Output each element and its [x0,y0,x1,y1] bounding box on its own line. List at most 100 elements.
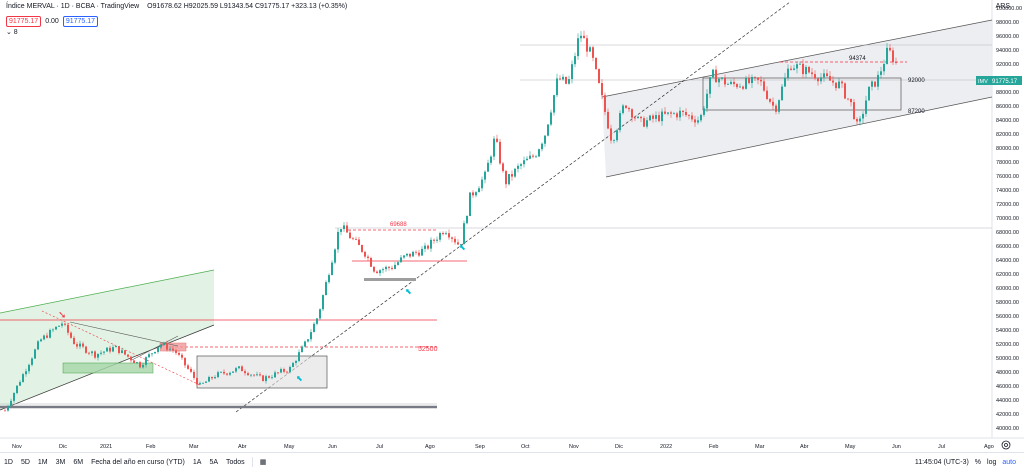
calendar-range-icon[interactable]: ▦ [259,459,267,466]
candle-body [418,252,420,256]
green-zone-box[interactable] [62,362,154,374]
auto-toggle[interactable]: auto [1002,458,1016,466]
range-6m[interactable]: 6M [73,458,84,466]
symbol-title[interactable]: Índice MERVAL · 1D · BCBA · TradingView [6,3,140,10]
time-tick-label: Mar [755,444,765,450]
price-tick-label: 58000.00 [996,300,1019,306]
price-tick-label: 98000.00 [996,20,1019,26]
range-box-2021[interactable] [196,355,328,389]
indicators-toggle[interactable]: ⌄ 8 [6,29,18,36]
channel-lower-line[interactable] [605,96,993,178]
range-5a[interactable]: 5A [209,458,218,466]
candle-body [613,140,615,142]
candle-body [826,73,828,77]
candle-body [895,62,897,63]
range-1d[interactable]: 1D [4,458,13,466]
neckline[interactable] [69,321,179,347]
candle-body [76,344,78,347]
candle-body [643,118,645,127]
log-toggle[interactable]: log [987,458,997,466]
time-tick-label: May [845,444,856,450]
candle-body [466,216,468,224]
neckline-2[interactable] [131,335,179,361]
candle-body [769,98,771,102]
time-tick-label: Mar [189,444,199,450]
candle-body [148,354,150,358]
candle-body [193,371,195,378]
label-69688: 69688 [390,222,407,228]
candle-body [205,381,207,383]
candle-body [694,119,696,123]
range-ytd[interactable]: Fecha del año en curso (YTD) [91,458,185,466]
price-axis[interactable]: 100000.00 98000.00 96000.00 94000.00 92000.0… [996,6,1022,432]
time-axis[interactable]: Nov Dic 2021 Feb Mar Abr May Jun Jul Ago Sep Oct Nov… [12,444,994,450]
range-box-2022[interactable] [702,77,902,111]
candles-series[interactable] [4,30,897,412]
ascending-channel-right[interactable] [602,20,992,177]
candle-body [250,374,252,376]
green-channel-left[interactable] [0,270,214,410]
candle-body [724,77,726,85]
candle-body [340,229,342,232]
candle-body [349,232,351,239]
down-trend-dotted[interactable] [41,310,201,386]
candle-body [706,93,708,109]
green-channel-upper[interactable] [0,269,215,314]
time-tick-label: 2022 [660,444,672,450]
candle-body [721,77,723,79]
gray-base-bar[interactable] [364,278,416,281]
candle-body [511,174,513,177]
candle-body [451,237,453,239]
candle-body [256,374,258,376]
price-tick-label: 76000.00 [996,174,1019,180]
candle-body [469,192,471,217]
cyan-arrow-icon-1: ⬉ [296,374,303,383]
range-1a[interactable]: 1A [192,458,202,466]
candle-body [463,223,465,245]
range-3m[interactable]: 3M [55,458,66,466]
candle-body [196,377,198,385]
candle-body [169,348,171,350]
cyan-arrow-icon-3: ⬉ [459,243,466,252]
sell-price-button[interactable]: 91775.17 [6,16,42,27]
price-tick-label: 88000.00 [996,90,1019,96]
last-price-value: 91775.17 [992,79,1018,85]
clock-time[interactable]: 11:45:04 (UTC-3) [914,458,969,466]
candle-body [649,115,651,121]
candle-body [538,149,540,157]
candle-body [664,111,666,114]
candle-body [637,116,639,119]
candle-body [460,244,462,245]
range-all[interactable]: Todos [226,458,245,466]
channel-upper-line[interactable] [601,19,993,98]
candle-body [484,171,486,180]
percent-toggle[interactable]: % [974,458,982,466]
candle-body [139,362,141,368]
candle-body [778,100,780,112]
candle-body [604,95,606,112]
candle-body [550,112,552,125]
candle-body [577,38,579,57]
range-5d[interactable]: 5D [20,458,30,466]
candle-body [433,239,435,241]
long-trendline[interactable] [235,1,791,413]
time-tick-label: Abr [800,444,809,450]
price-chart[interactable]: ➘ ⬉ ⬉ ⬉ 94374 92000 87200 69688 52500 10… [0,0,1024,452]
candle-body [454,238,456,243]
settings-gear-icon[interactable] [1001,440,1011,450]
candle-body [253,374,255,376]
price-tick-label: 84000.00 [996,118,1019,124]
range-1m[interactable]: 1M [37,458,48,466]
candle-body [211,376,213,379]
candle-body [70,332,72,338]
price-tick-label: 42000.00 [996,412,1019,418]
candle-body [496,138,498,142]
candle-body [271,377,273,379]
candle-body [19,382,21,386]
candle-body [7,405,9,411]
candle-body [760,79,762,82]
buy-price-button[interactable]: 91775.17 [62,16,99,27]
candle-body [553,95,555,113]
time-tick-label: Ago [425,444,435,450]
candle-body [490,156,492,163]
